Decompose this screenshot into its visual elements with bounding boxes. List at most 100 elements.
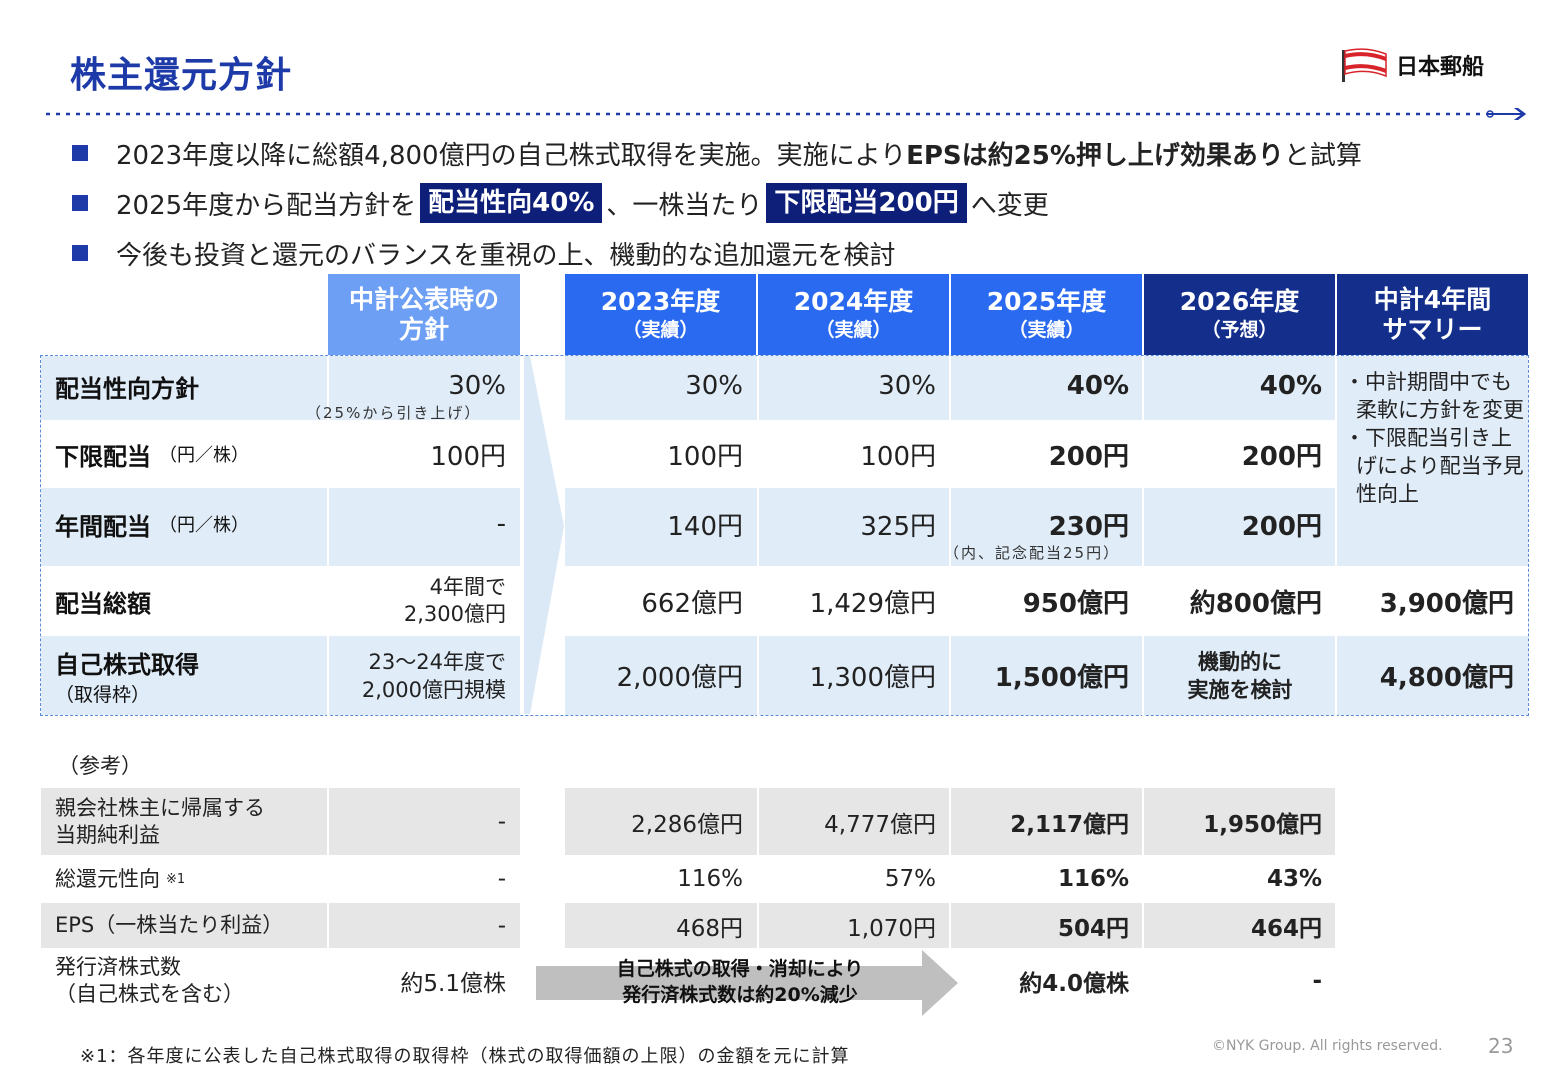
row-bg-payout	[41, 356, 520, 420]
company-logo: 日本郵船	[1340, 48, 1484, 82]
bullet-list: 2023年度以降に総額4,800億円の自己株式取得を実施。実施により EPSは約2…	[72, 128, 1362, 278]
ref-eps-2024: 1,070円	[847, 915, 936, 942]
bullet-square-icon	[72, 195, 88, 211]
ref-total-return-2024: 57%	[884, 866, 936, 892]
row-label-total-dividend: 配当総額	[55, 589, 151, 618]
cell-mindiv-2026: 200円	[1241, 441, 1322, 472]
cell-buyback-summary: 4,800億円	[1379, 663, 1514, 693]
summary-note-1: ・中計期間中でも柔軟に方針を変更	[1344, 370, 1524, 422]
header-summary: 中計4年間 サマリー	[1337, 274, 1528, 355]
header-2025: 2025年度 （実績）	[951, 274, 1142, 355]
ref-net-income-plan: -	[497, 808, 506, 835]
cell-annual-plan: -	[496, 509, 506, 539]
shares-reduction-text: 自己株式の取得・消却により 発行済株式数は約20%減少	[616, 958, 864, 1006]
ref-eps-2025: 504円	[1057, 915, 1129, 942]
cell-buyback-plan: 23〜24年度で 2,000億円規模	[361, 649, 506, 702]
ref-total-return-plan: -	[497, 866, 506, 892]
ref-net-income-2023: 2,286億円	[631, 811, 743, 838]
ref-bg-net-income	[41, 788, 520, 855]
cell-payout-2026: 40%	[1259, 371, 1322, 401]
ref-eps-plan: -	[497, 912, 506, 939]
header-plan: 中計公表時の 方針	[328, 274, 520, 355]
ref-net-income-2024: 4,777億円	[824, 811, 936, 838]
col-sep	[757, 356, 759, 716]
cell-total-2025: 950億円	[1022, 588, 1129, 619]
summary-note-2: ・下限配当引き上げにより配当予見性向上	[1344, 426, 1524, 506]
col-sep	[949, 356, 951, 716]
bullet-2: 2025年度から配当方針を 配当性向40% 、一株当たり 下限配当200円 へ変更	[72, 178, 1362, 228]
reference-title: （参考）	[58, 754, 142, 778]
table-frame	[40, 355, 1529, 716]
col-sep	[327, 356, 329, 716]
col-sep	[1335, 356, 1337, 716]
ref-bg-eps	[41, 903, 520, 948]
cell-buyback-2024: 1,300億円	[809, 663, 936, 693]
cell-total-2026: 約800億円	[1189, 588, 1322, 619]
highlight-min-dividend: 下限配当200円	[766, 183, 967, 223]
bullet-square-icon	[72, 145, 88, 161]
row-label-min-dividend: 下限配当 （円／株）	[55, 442, 249, 471]
ref-net-income-2025: 2,117億円	[1010, 811, 1129, 838]
highlight-payout: 配当性向40%	[420, 183, 603, 223]
cell-total-plan: 4年間で 2,300億円	[403, 575, 506, 626]
ref-label-shares: 発行済株式数 （自己株式を含む）	[55, 955, 244, 1006]
ref-col-sep	[327, 788, 329, 948]
cell-payout-2024: 30%	[878, 371, 936, 401]
header-2024: 2024年度 （実績）	[758, 274, 949, 355]
header-2026: 2026年度 （予想）	[1144, 274, 1335, 355]
ref-col-sep	[1142, 788, 1144, 948]
summary-notes: ・中計期間中でも柔軟に方針を変更 ・下限配当引き上げにより配当予見性向上	[1338, 368, 1524, 508]
ref-total-return-2023: 116%	[677, 866, 743, 892]
cell-payout-2025: 40%	[1066, 371, 1129, 401]
row-label-payout: 配当性向方針	[55, 374, 199, 403]
cell-total-2023: 662億円	[641, 588, 743, 619]
shares-reduction-arrow	[536, 950, 958, 1016]
row-bg-buyback-years	[565, 636, 1528, 715]
note-annual-2025: （内、記念配当25円）	[944, 544, 1121, 562]
bullet-2-text: 2025年度から配当方針を	[116, 190, 417, 221]
ref-shares-2025: 約4.0億株	[1019, 971, 1129, 997]
cell-buyback-2026: 機動的に 実施を検討	[1187, 649, 1293, 702]
row-bg-buyback	[41, 636, 520, 715]
footnote: ※1：各年度に公表した自己株式取得の取得枠（株式の取得価額の上限）の金額を元に計…	[80, 1046, 850, 1067]
title-divider	[46, 108, 1526, 120]
bullet-3: 今後も投資と還元のバランスを重視の上、機動的な追加還元を検討	[72, 228, 1362, 278]
cell-mindiv-2024: 100円	[860, 441, 936, 472]
bullet-3-text: 今後も投資と還元のバランスを重視の上、機動的な追加還元を検討	[116, 240, 896, 271]
page-number: 23	[1488, 1034, 1514, 1058]
cell-annual-2023: 140円	[667, 511, 743, 542]
ref-shares-2026: -	[1312, 968, 1322, 994]
cell-buyback-2023: 2,000億円	[616, 663, 743, 693]
cell-payout-2023: 30%	[685, 371, 743, 401]
bullet-2-tail: へ変更	[970, 190, 1049, 221]
cell-mindiv-2025: 200円	[1048, 441, 1129, 472]
bullet-2-mid: 、一株当たり	[606, 190, 763, 221]
cell-total-2024: 1,429億円	[809, 588, 936, 619]
bullet-1-emphasis: EPSは約25%押し上げ効果あり	[906, 140, 1284, 171]
ref-eps-2023: 468円	[676, 915, 743, 942]
row-label-annual-dividend: 年間配当 （円／株）	[55, 512, 249, 541]
logo-text: 日本郵船	[1396, 55, 1485, 80]
ref-col-sep	[757, 788, 759, 948]
summary-bg	[1337, 356, 1528, 566]
ref-label-net-income: 親会社株主に帰属する 当期純利益	[55, 795, 265, 847]
row-bg-annual	[41, 488, 520, 566]
ref-total-return-2025: 116%	[1057, 866, 1129, 892]
bullet-1-text: 2023年度以降に総額4,800億円の自己株式取得を実施。実施により	[116, 140, 907, 171]
ref-shares-plan: 約5.1億株	[400, 971, 506, 997]
header-2023: 2023年度 （実績）	[565, 274, 756, 355]
cell-annual-2026: 200円	[1241, 511, 1322, 542]
bullet-square-icon	[72, 245, 88, 261]
row-label-buyback: 自己株式取得 （取得枠）	[55, 650, 199, 706]
page-title: 株主還元方針	[70, 55, 293, 96]
bullet-1: 2023年度以降に総額4,800億円の自己株式取得を実施。実施により EPSは約2…	[72, 128, 1362, 178]
cell-mindiv-2023: 100円	[667, 441, 743, 472]
flag-icon	[1342, 48, 1387, 82]
cell-mindiv-plan: 100円	[430, 441, 506, 472]
ref-col-sep	[949, 788, 951, 948]
cell-buyback-2025: 1,500億円	[994, 663, 1129, 693]
copyright: ©NYK Group. All rights reserved.	[1212, 1038, 1443, 1054]
ref-label-eps: EPS（一株当たり利益）	[55, 913, 284, 937]
cell-annual-2025: 230円	[1048, 511, 1129, 542]
cell-payout-plan: 30%	[448, 371, 506, 401]
